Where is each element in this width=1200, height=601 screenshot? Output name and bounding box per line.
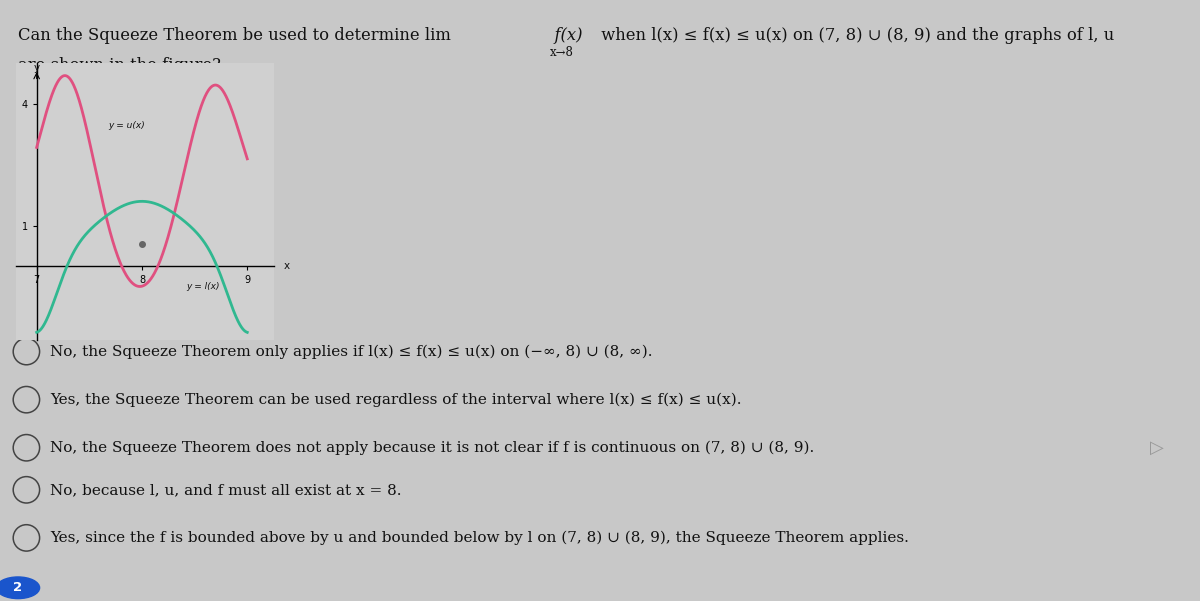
- Text: x: x: [284, 261, 290, 272]
- Text: are shown in the figure?: are shown in the figure?: [18, 57, 221, 74]
- Text: y: y: [34, 63, 40, 73]
- Text: x→8: x→8: [550, 46, 574, 59]
- Text: 2: 2: [13, 581, 23, 594]
- Circle shape: [0, 577, 40, 599]
- Text: Yes, the Squeeze Theorem can be used regardless of the interval where l(x) ≤ f(x: Yes, the Squeeze Theorem can be used reg…: [50, 392, 742, 407]
- Text: when l(x) ≤ f(x) ≤ u(x) on (7, 8) ∪ (8, 9) and the graphs of l, u: when l(x) ≤ f(x) ≤ u(x) on (7, 8) ∪ (8, …: [596, 27, 1115, 44]
- Text: y = l(x): y = l(x): [186, 282, 220, 291]
- Text: No, the Squeeze Theorem only applies if l(x) ≤ f(x) ≤ u(x) on (−∞, 8) ∪ (8, ∞).: No, the Squeeze Theorem only applies if …: [50, 344, 653, 359]
- Text: Yes, since the f is bounded above by u and bounded below by l on (7, 8) ∪ (8, 9): Yes, since the f is bounded above by u a…: [50, 531, 910, 545]
- Text: f(x): f(x): [546, 27, 582, 44]
- Text: ▷: ▷: [1150, 439, 1164, 457]
- Text: y = u(x): y = u(x): [108, 121, 145, 130]
- Text: No, the Squeeze Theorem does not apply because it is not clear if f is continuou: No, the Squeeze Theorem does not apply b…: [50, 441, 815, 455]
- Text: Can the Squeeze Theorem be used to determine lim: Can the Squeeze Theorem be used to deter…: [18, 27, 451, 44]
- Text: No, because l, u, and f must all exist at x = 8.: No, because l, u, and f must all exist a…: [50, 483, 402, 497]
